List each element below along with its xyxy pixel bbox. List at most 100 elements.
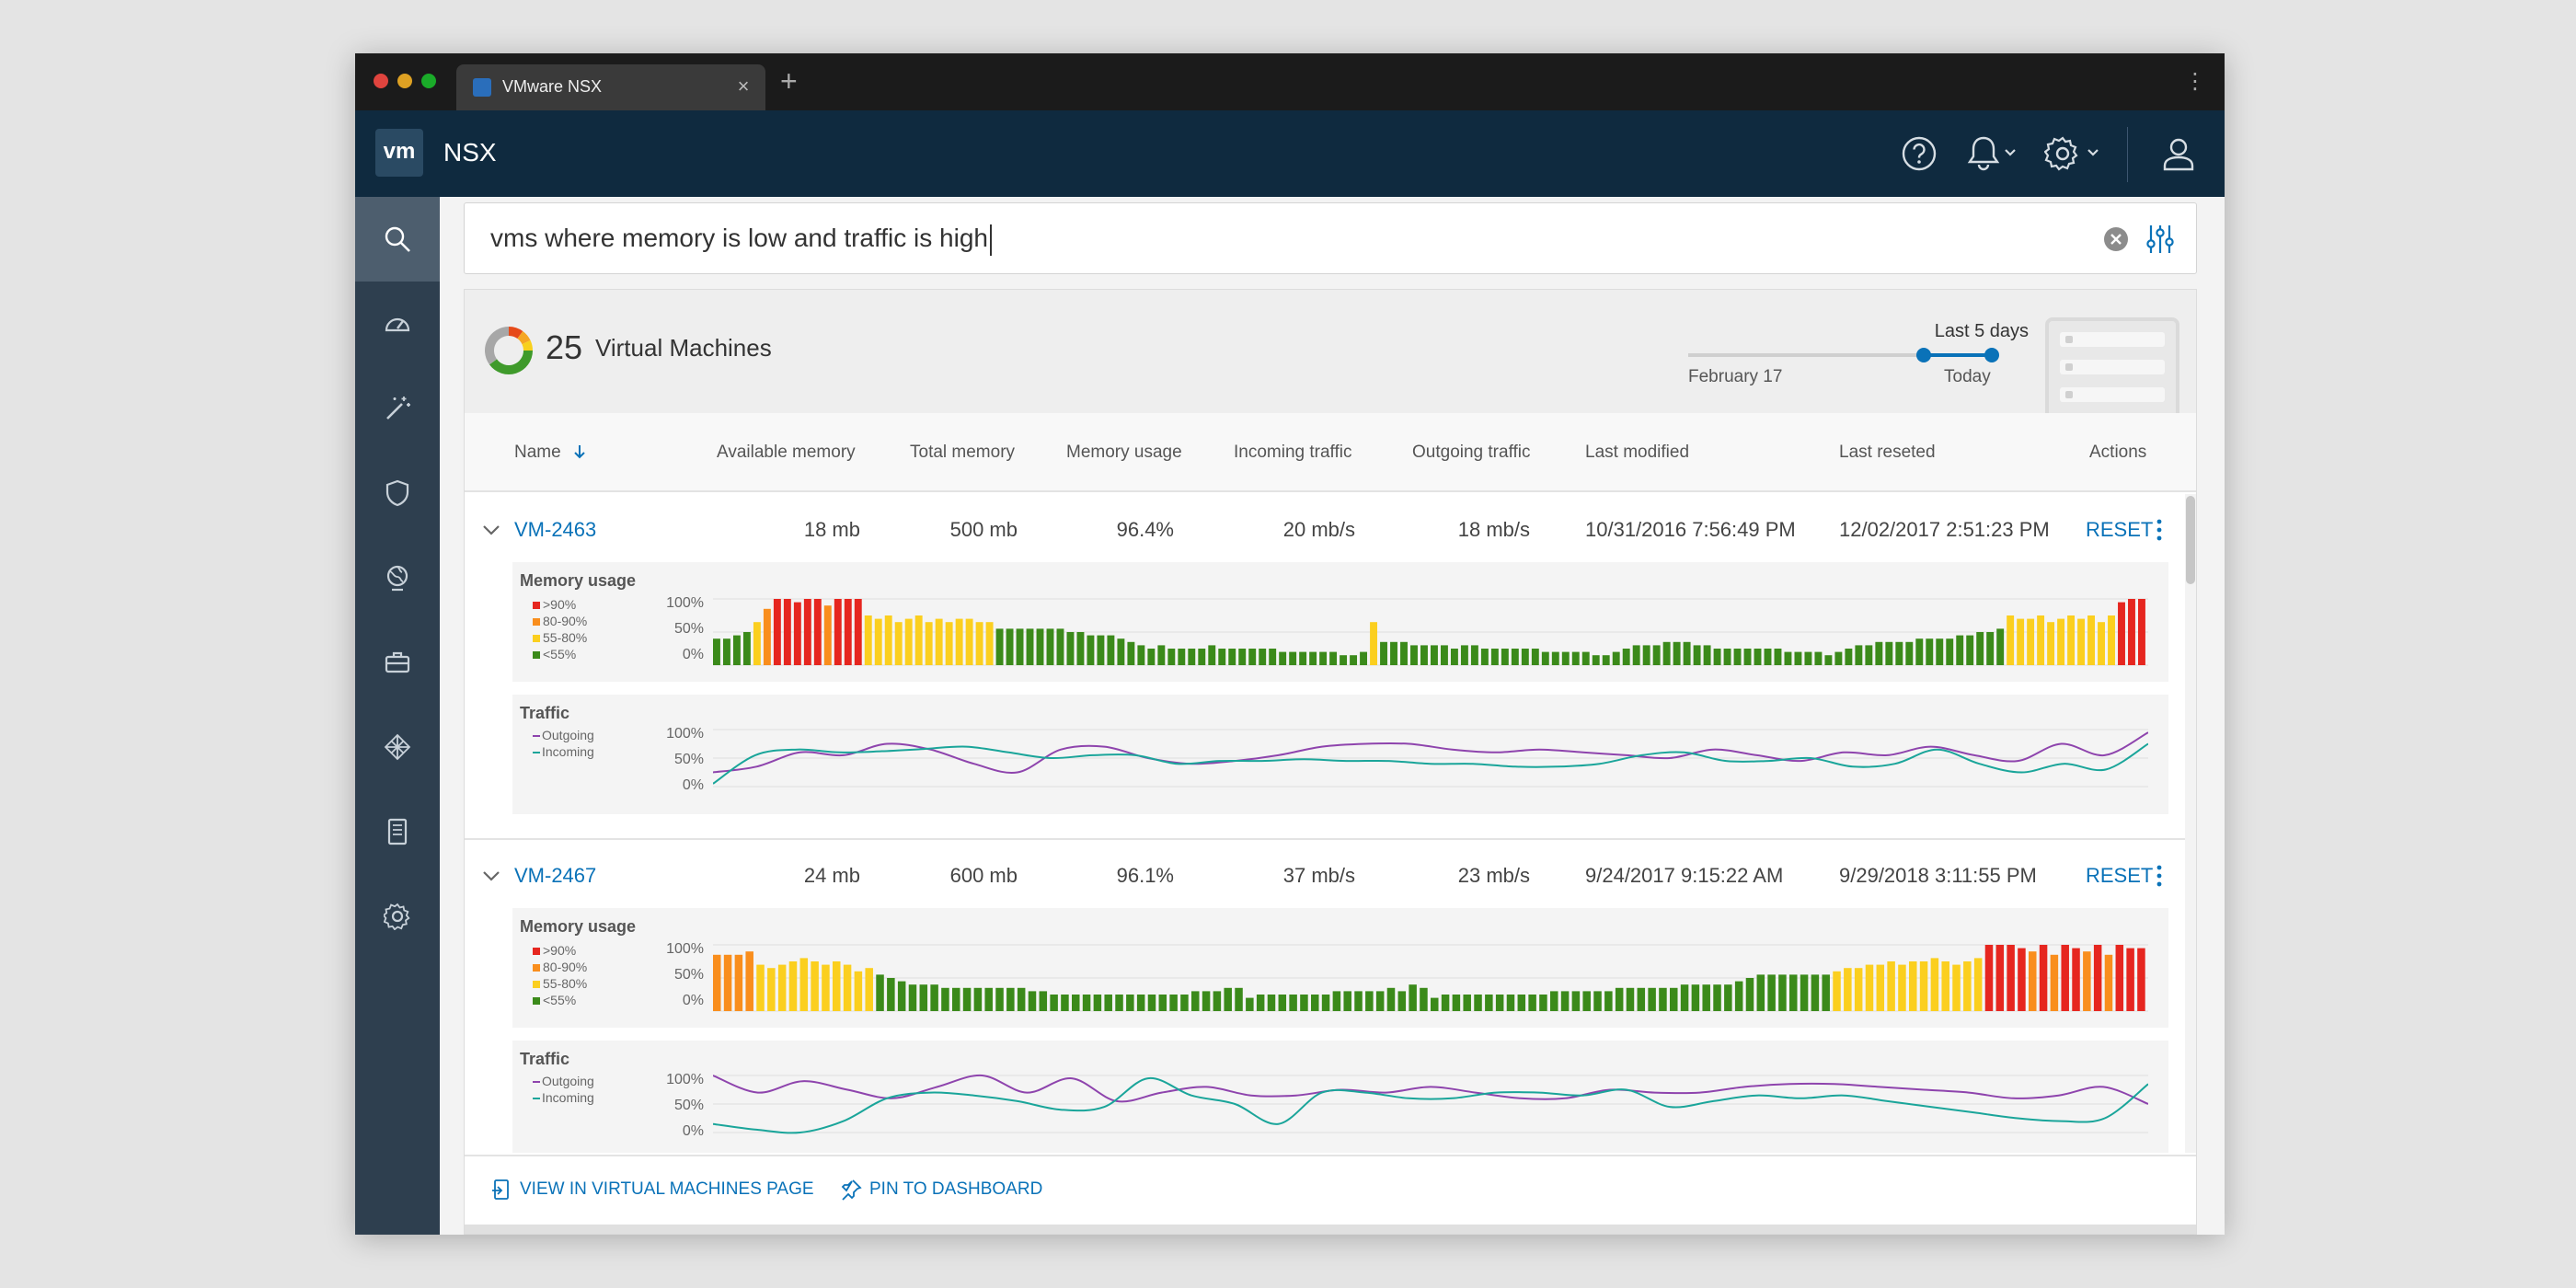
- memory-bar: [1178, 649, 1186, 665]
- window-maximize-button[interactable]: [421, 74, 436, 88]
- memory-bar: [1157, 645, 1166, 665]
- memory-bar: [1905, 641, 1914, 665]
- legend-label: >90%: [543, 597, 577, 612]
- column-header-available-memory[interactable]: Available memory: [717, 443, 856, 462]
- memory-bar: [822, 964, 830, 1011]
- memory-bar: [995, 987, 1004, 1011]
- memory-bar: [1093, 995, 1102, 1011]
- date-range-end-handle[interactable]: [1984, 348, 1999, 362]
- memory-bar: [1963, 961, 1972, 1011]
- window-minimize-button[interactable]: [397, 74, 412, 88]
- memory-bar: [1180, 995, 1189, 1011]
- column-header-last-modified[interactable]: Last modified: [1585, 443, 1690, 462]
- memory-bar: [1541, 651, 1549, 665]
- date-range-track[interactable]: [1688, 353, 1990, 357]
- memory-bar: [1885, 641, 1893, 665]
- chevron-down-icon[interactable]: [481, 520, 501, 540]
- memory-bar: [1531, 649, 1539, 665]
- memory-bar: [2007, 615, 2015, 665]
- pin-to-dashboard-link[interactable]: PIN TO DASHBOARD: [840, 1179, 1042, 1201]
- memory-bar: [1778, 974, 1787, 1011]
- sidebar-item-dashboard[interactable]: [355, 282, 440, 366]
- user-profile-icon[interactable]: [2160, 135, 2197, 172]
- memory-bar: [1659, 987, 1667, 1011]
- view-in-vm-page-link[interactable]: VIEW IN VIRTUAL MACHINES PAGE: [490, 1179, 814, 1201]
- reset-button[interactable]: RESET: [2086, 864, 2154, 887]
- clear-search-icon[interactable]: [2104, 227, 2128, 251]
- memory-bar: [1431, 997, 1439, 1011]
- column-header-memory-usage[interactable]: Memory usage: [1066, 443, 1182, 462]
- memory-bar: [2018, 948, 2026, 1011]
- filter-sliders-icon[interactable]: [2145, 224, 2176, 255]
- y-axis-tick-label: 100%: [666, 941, 704, 957]
- column-header-last-reseted[interactable]: Last reseted: [1839, 443, 1936, 462]
- memory-bar: [1365, 991, 1374, 1011]
- memory-bar: [813, 599, 822, 665]
- memory-bar: [1811, 974, 1820, 1011]
- memory-bar: [1637, 987, 1646, 1011]
- memory-bar: [1936, 638, 1944, 665]
- column-header-incoming-traffic[interactable]: Incoming traffic: [1234, 443, 1352, 462]
- sidebar-item-plugins[interactable]: [355, 705, 440, 789]
- memory-bar: [734, 954, 743, 1011]
- cell-last-modified: 9/24/2017 9:15:22 AM: [1585, 864, 1784, 887]
- arrow-down-icon[interactable]: [571, 443, 588, 460]
- memory-bar: [1622, 649, 1630, 665]
- rows-scrollbar[interactable]: [2185, 494, 2196, 1153]
- memory-bar: [833, 961, 841, 1011]
- memory-bar: [1876, 964, 1885, 1011]
- memory-bar: [1789, 974, 1798, 1011]
- column-header-total-memory[interactable]: Total memory: [910, 443, 1016, 462]
- briefcase-icon: [385, 651, 410, 673]
- row-actions-kebab-icon[interactable]: [2155, 864, 2164, 888]
- vm-name-link[interactable]: VM-2463: [514, 518, 597, 541]
- sidebar-item-documents[interactable]: [355, 789, 440, 874]
- legend-line-swatch: [533, 1098, 540, 1100]
- legend-label: 55-80%: [543, 630, 588, 645]
- tab-close-icon[interactable]: ×: [737, 75, 750, 98]
- vm-name-link[interactable]: VM-2467: [514, 864, 597, 887]
- memory-bar: [874, 618, 882, 665]
- rows-scrollbar-thumb[interactable]: [2186, 496, 2195, 584]
- memory-bar: [1390, 641, 1397, 665]
- memory-bar: [2017, 618, 2025, 665]
- chevron-down-icon[interactable]: [481, 866, 501, 886]
- help-icon[interactable]: [1901, 135, 1938, 172]
- memory-bar: [1784, 651, 1792, 665]
- app-name: NSX: [443, 138, 497, 167]
- memory-usage-chart: Memory usage >90% 80-90% 55-80% <55% 100% 50% 0…: [512, 562, 2168, 682]
- row-actions-kebab-icon[interactable]: [2155, 518, 2164, 542]
- memory-bar: [1495, 995, 1504, 1011]
- legend-swatch: [533, 618, 540, 627]
- settings-gear-icon[interactable]: [2044, 135, 2107, 172]
- sidebar-item-inventory[interactable]: [355, 620, 440, 705]
- sidebar-item-search[interactable]: [355, 197, 440, 282]
- memory-bar: [1238, 649, 1247, 665]
- sidebar-item-system[interactable]: [355, 874, 440, 959]
- memory-bar: [1582, 991, 1591, 1011]
- window-close-button[interactable]: [374, 74, 388, 88]
- memory-bar: [1966, 635, 1974, 665]
- browser-menu-icon[interactable]: ⋮: [2184, 69, 2206, 94]
- memory-bar: [1343, 991, 1351, 1011]
- memory-bar: [1745, 978, 1754, 1011]
- memory-bar: [1800, 974, 1809, 1011]
- column-header-outgoing-traffic[interactable]: Outgoing traffic: [1412, 443, 1531, 462]
- search-input[interactable]: vms where memory is low and traffic is h…: [490, 224, 992, 256]
- column-header-name[interactable]: Name: [514, 443, 588, 463]
- memory-bar: [1332, 991, 1341, 1011]
- new-tab-button[interactable]: +: [780, 64, 798, 98]
- sidebar-item-networking[interactable]: [355, 535, 440, 620]
- sidebar-item-security[interactable]: [355, 451, 440, 535]
- search-bar[interactable]: vms where memory is low and traffic is h…: [464, 202, 2197, 274]
- memory-bar: [1485, 995, 1493, 1011]
- browser-tab[interactable]: VMware NSX ×: [456, 64, 765, 110]
- memory-bar: [941, 987, 949, 1011]
- memory-bar: [777, 964, 787, 1011]
- legend-swatch: [533, 964, 540, 972]
- memory-bar: [834, 599, 842, 665]
- date-range-start-handle[interactable]: [1916, 348, 1931, 362]
- reset-button[interactable]: RESET: [2086, 518, 2154, 541]
- notifications-bell-icon[interactable]: [1965, 135, 2024, 172]
- sidebar-item-tools[interactable]: [355, 366, 440, 451]
